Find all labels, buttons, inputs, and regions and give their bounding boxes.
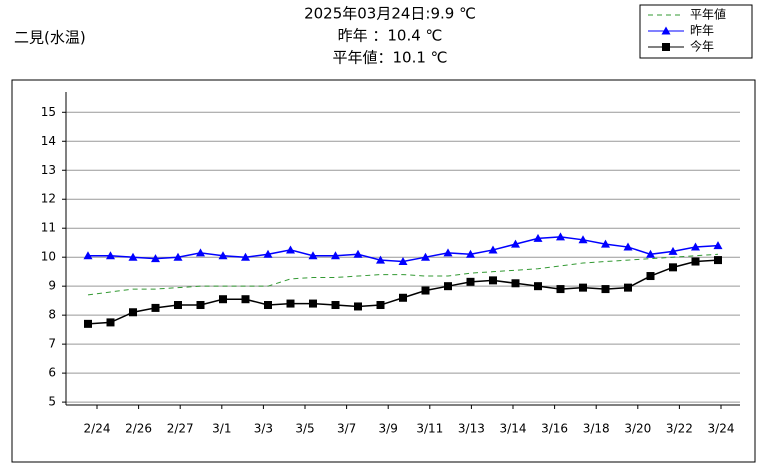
marker (241, 295, 250, 304)
marker (421, 286, 430, 295)
marker (601, 285, 610, 294)
marker (489, 276, 497, 285)
x-tick-label: 2/24 (84, 422, 111, 436)
marker (264, 301, 272, 310)
y-tick-label: 9 (48, 279, 56, 293)
marker (669, 263, 677, 272)
marker (286, 245, 295, 254)
marker (151, 254, 160, 263)
marker (353, 249, 363, 258)
marker (511, 279, 520, 288)
y-tick-label: 12 (41, 192, 56, 206)
x-tick-label: 3/14 (500, 422, 527, 436)
marker (331, 251, 340, 260)
marker (354, 302, 362, 311)
y-tick-label: 5 (48, 395, 56, 409)
marker (578, 235, 588, 244)
legend-label: 昨年 (690, 24, 714, 38)
marker (556, 285, 565, 294)
x-tick-label: 3/1 (212, 422, 231, 436)
marker (579, 283, 587, 292)
marker (196, 301, 205, 310)
y-tick-label: 15 (41, 105, 56, 119)
marker (376, 301, 385, 310)
marker (661, 26, 671, 35)
x-tick-label: 3/7 (337, 422, 356, 436)
marker (714, 256, 722, 265)
marker (443, 248, 453, 257)
marker (398, 257, 408, 266)
x-tick-label: 3/3 (254, 422, 273, 436)
y-tick-label: 8 (48, 308, 56, 322)
marker (263, 249, 273, 258)
x-tick-label: 2/27 (167, 422, 194, 436)
marker (173, 252, 183, 261)
marker (466, 277, 475, 286)
marker (534, 282, 542, 291)
marker (533, 233, 543, 242)
marker (286, 299, 295, 308)
marker (421, 252, 430, 261)
legend-label: 今年 (690, 39, 714, 54)
y-tick-label: 7 (48, 337, 56, 351)
x-tick-label: 3/24 (708, 422, 735, 436)
marker (241, 252, 250, 261)
legend-label: 平年値 (690, 7, 726, 22)
y-tick-label: 6 (48, 366, 56, 380)
x-tick-label: 3/16 (541, 422, 568, 436)
x-tick-label: 3/18 (583, 422, 610, 436)
marker (331, 301, 340, 310)
title-line: 昨年 ：10.4 ℃ (338, 27, 443, 45)
marker (444, 282, 452, 291)
series-line (87, 259, 719, 325)
marker (691, 257, 700, 266)
marker (601, 239, 610, 248)
y-tick-label: 13 (41, 163, 56, 177)
marker (84, 319, 92, 328)
chart-frame (11, 79, 756, 463)
marker (174, 301, 182, 310)
x-tick-label: 3/22 (666, 422, 693, 436)
marker (466, 249, 475, 258)
marker (624, 283, 632, 292)
marker (106, 251, 115, 260)
y-tick-label: 10 (41, 250, 56, 264)
marker (219, 295, 227, 304)
marker (713, 241, 723, 250)
x-tick-label: 3/20 (624, 422, 651, 436)
marker (668, 246, 678, 255)
title-line: 平年値：10.1 ℃ (332, 49, 447, 67)
marker (623, 242, 633, 251)
marker (106, 318, 115, 327)
y-tick-label: 14 (41, 134, 56, 148)
marker (309, 299, 317, 308)
x-tick-label: 2/26 (125, 422, 152, 436)
marker (691, 242, 700, 251)
marker (83, 251, 93, 260)
series-line (87, 253, 719, 296)
marker (218, 251, 228, 260)
marker (128, 252, 138, 261)
x-tick-label: 3/5 (295, 422, 314, 436)
x-tick-label: 3/9 (379, 422, 398, 436)
marker (646, 272, 655, 281)
marker (308, 251, 318, 260)
x-tick-label: 3/13 (458, 422, 485, 436)
marker (511, 239, 520, 248)
marker (151, 303, 160, 312)
title-line: 2025年03月24日:9.9 ℃ (304, 5, 476, 23)
marker (399, 293, 407, 302)
marker (556, 232, 565, 241)
marker (488, 245, 498, 254)
marker (196, 248, 205, 257)
marker (129, 308, 137, 317)
x-tick-label: 3/11 (416, 422, 443, 436)
y-tick-label: 11 (41, 221, 56, 235)
marker (646, 249, 655, 258)
marker (376, 255, 385, 264)
station-name: 二見(水温) (14, 29, 86, 47)
marker (662, 43, 670, 51)
